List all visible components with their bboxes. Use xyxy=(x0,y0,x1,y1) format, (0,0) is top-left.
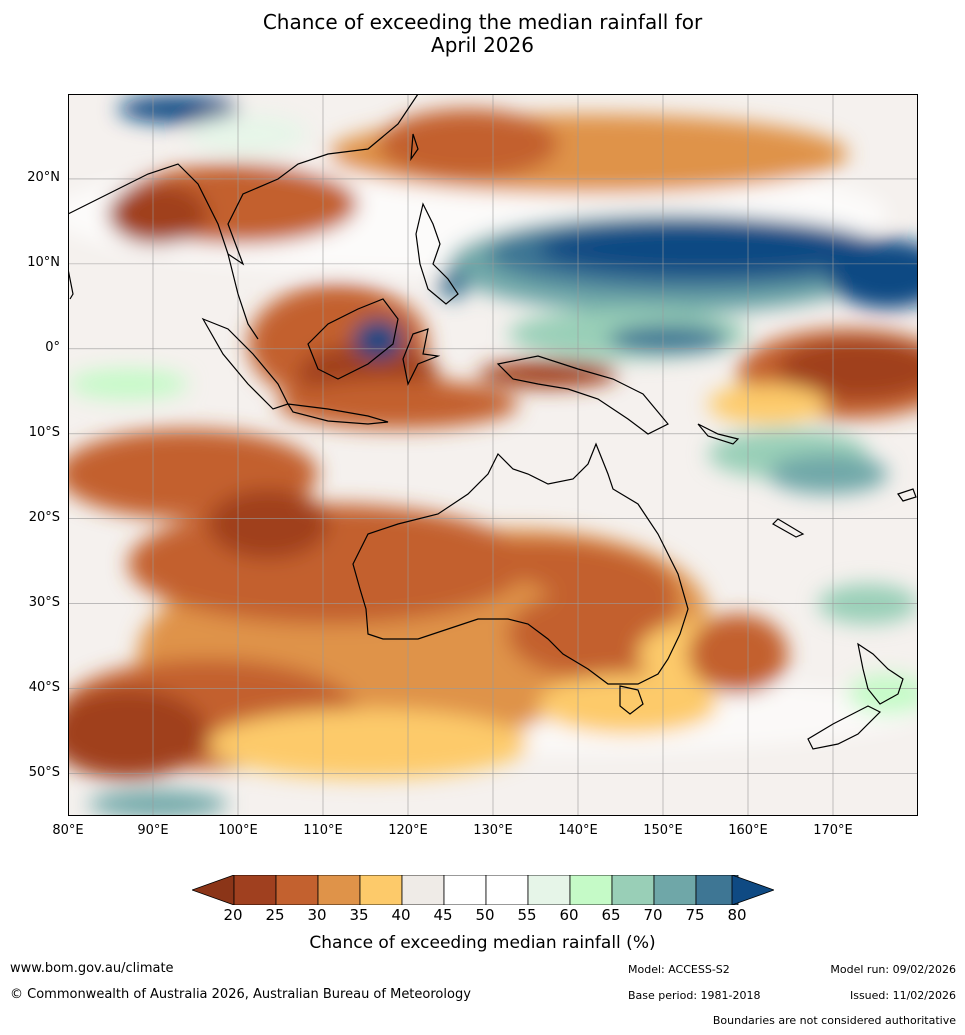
new-guinea-coastline xyxy=(496,355,669,435)
sulawesi-coastline xyxy=(402,328,441,386)
lat-label-20n: 20°N xyxy=(27,170,60,185)
tasmania-coastline xyxy=(619,685,644,715)
lon-label-80e: 80°E xyxy=(52,823,84,838)
lat-label-10n: 10°N xyxy=(27,255,60,270)
lat-label-10s: 10°S xyxy=(28,425,60,440)
forecast-map xyxy=(68,94,918,816)
new-zealand-north-island xyxy=(857,642,904,705)
lat-label-20s: 20°S xyxy=(28,510,60,525)
philippines-coastline xyxy=(415,202,459,305)
footer-model-run: Model run: 09/02/2026 xyxy=(830,963,956,976)
legend-cell xyxy=(233,875,277,905)
legend-cell xyxy=(653,875,697,905)
lat-label-40s: 40°S xyxy=(28,680,60,695)
lon-label-140e: 140°E xyxy=(558,823,598,838)
lon-label-110e: 110°E xyxy=(303,823,343,838)
legend-title: Chance of exceeding median rainfall (%) xyxy=(309,933,656,953)
lon-label-150e: 150°E xyxy=(643,823,683,838)
legend-cell xyxy=(401,875,445,905)
legend-colorbar xyxy=(192,875,774,905)
lat-lon-gridlines xyxy=(68,94,918,816)
mainland-asia-coastline xyxy=(68,94,419,266)
legend-tick-55: 55 xyxy=(517,906,537,924)
map-title-line1: Chance of exceeding the median rainfall … xyxy=(262,10,703,34)
lon-label-100e: 100°E xyxy=(218,823,258,838)
borneo-coastline xyxy=(307,298,399,380)
legend-tick-35: 35 xyxy=(349,906,369,924)
footer-url[interactable]: www.bom.gov.au/climate xyxy=(10,961,174,976)
legend-cell xyxy=(317,875,361,905)
australia-coastline xyxy=(352,442,689,685)
legend-tick-70: 70 xyxy=(643,906,663,924)
java-coastline xyxy=(286,403,389,425)
new-zealand-south-island xyxy=(807,705,882,750)
solomon-islands-coastline xyxy=(697,423,740,445)
footer-issued: Issued: 11/02/2026 xyxy=(849,989,956,1002)
india-coastline xyxy=(68,268,74,300)
legend-cell xyxy=(569,875,613,905)
legend-tick-50: 50 xyxy=(475,906,495,924)
footer-copyright: © Commonwealth of Australia 2026, Austra… xyxy=(10,987,471,1002)
fiji-coastline xyxy=(897,488,917,502)
probability-field xyxy=(68,95,918,816)
legend-cell xyxy=(527,875,571,905)
legend-tick-30: 30 xyxy=(307,906,327,924)
footer-model: Model: ACCESS-S2 xyxy=(628,963,730,976)
rainfall-map-canvas xyxy=(68,94,918,816)
legend-color-cells xyxy=(233,875,739,905)
new-caledonia-coastline xyxy=(772,518,805,538)
legend-over-arrow xyxy=(731,875,774,905)
taiwan-coastline xyxy=(410,133,419,162)
map-frame xyxy=(68,94,918,816)
legend-cell xyxy=(359,875,403,905)
lon-label-160e: 160°E xyxy=(728,823,768,838)
malay-peninsula-coastline xyxy=(227,253,259,340)
legend-tick-75: 75 xyxy=(685,906,705,924)
lon-label-90e: 90°E xyxy=(137,823,169,838)
legend-tick-40: 40 xyxy=(391,906,411,924)
legend-tick-60: 60 xyxy=(559,906,579,924)
legend-cell xyxy=(275,875,319,905)
legend-tick-65: 65 xyxy=(601,906,621,924)
legend-tick-25: 25 xyxy=(265,906,285,924)
lon-label-120e: 120°E xyxy=(388,823,428,838)
lon-label-130e: 130°E xyxy=(473,823,513,838)
lon-label-170e: 170°E xyxy=(813,823,853,838)
map-title-line2: April 2026 xyxy=(431,33,534,57)
legend-cell xyxy=(443,875,487,905)
legend-tick-45: 45 xyxy=(433,906,453,924)
footer-boundaries-note: Boundaries are not considered authoritat… xyxy=(712,1014,956,1027)
legend-under-arrow xyxy=(192,875,235,905)
footer-base-period: Base period: 1981-2018 xyxy=(628,989,761,1002)
legend-cell xyxy=(485,875,529,905)
legend-tick-80: 80 xyxy=(727,906,747,924)
lat-label-0: 0° xyxy=(45,340,60,355)
lat-label-30s: 30°S xyxy=(28,595,60,610)
coastlines xyxy=(68,94,917,750)
lat-label-50s: 50°S xyxy=(28,765,60,780)
legend-cell xyxy=(611,875,655,905)
legend-tick-20: 20 xyxy=(223,906,243,924)
